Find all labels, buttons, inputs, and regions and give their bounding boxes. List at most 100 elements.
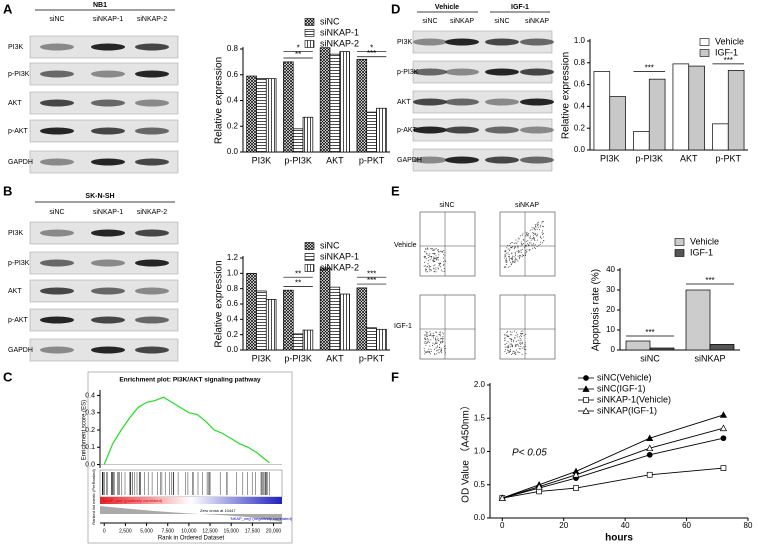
flow-dot — [511, 345, 513, 347]
flow-dot — [508, 345, 509, 347]
bar — [672, 63, 690, 151]
legend-label: IGF-1 — [690, 247, 713, 257]
blot-signal — [413, 98, 447, 106]
y-tick-label: 0.1 — [85, 444, 95, 451]
flow-dot — [511, 263, 513, 265]
flow-dot — [504, 254, 506, 255]
flow-dot — [434, 253, 436, 255]
legend-label: siNC — [320, 16, 340, 26]
flow-dot — [520, 346, 522, 347]
flow-dot — [425, 344, 427, 346]
flow-dot — [438, 347, 440, 348]
flow-dot — [529, 249, 531, 250]
y-tick-label: 20 — [606, 305, 615, 314]
y-tick-label: 1.0 — [574, 36, 586, 45]
x-tick-label: AKT — [680, 153, 698, 163]
flow-dot — [525, 255, 526, 256]
flow-dot — [427, 271, 429, 273]
flow-dot — [539, 243, 541, 245]
x-tick-label: 5,000 — [140, 528, 153, 534]
flow-dot — [519, 332, 521, 334]
blot-signal — [91, 127, 125, 135]
x-tick-label: 0 — [103, 528, 106, 534]
blot-signal — [135, 346, 169, 354]
flow-dot — [427, 247, 429, 249]
legend-label: siNKAP-1 — [320, 27, 359, 37]
row-label: GAPDH — [8, 347, 33, 354]
bar-hatch — [320, 267, 330, 350]
flow-dot — [440, 266, 441, 268]
sig-label: *** — [705, 276, 714, 285]
sig-label: ** — [295, 50, 301, 59]
flow-dot — [437, 267, 439, 269]
legend-label: siNC — [320, 240, 340, 250]
flow-dot — [430, 333, 432, 335]
flow-dot — [536, 235, 538, 237]
flow-dot — [432, 260, 434, 262]
blot-signal — [135, 316, 169, 324]
flow-dot — [535, 234, 537, 236]
flow-dot — [523, 335, 525, 337]
flow-dot — [512, 341, 514, 343]
flow-dot — [429, 253, 431, 255]
flow-dot — [511, 352, 513, 354]
flow-dot — [531, 232, 533, 234]
blot-signal — [520, 156, 554, 164]
flow-dot — [437, 349, 439, 351]
lane-label: siNC — [494, 18, 509, 25]
flow-dot — [442, 264, 444, 266]
flow-dot — [506, 330, 508, 332]
flow-dot — [428, 335, 430, 337]
flow-dot — [516, 250, 518, 252]
flow-dot — [514, 337, 516, 339]
flow-dot — [524, 231, 526, 233]
flow-dot — [543, 226, 544, 228]
y-tick-label: 0.4 — [574, 102, 586, 111]
sig-label: * — [370, 44, 373, 53]
flow-dot — [536, 235, 537, 237]
flow-dot — [507, 252, 509, 254]
flow-dot — [436, 257, 438, 258]
flow-dot — [516, 343, 518, 345]
bar-hatch — [356, 59, 367, 152]
flow-dot — [504, 339, 506, 341]
flow-dot — [444, 345, 446, 347]
flow-dot — [534, 248, 536, 249]
flow-dot — [515, 354, 517, 356]
flow-dot — [444, 252, 446, 253]
flow-dot — [536, 246, 538, 247]
y-tick-label: 0.8 — [227, 44, 239, 53]
neg-label: 'NKAP_neg' (negatively correlated) — [230, 516, 293, 521]
flow-dot — [507, 244, 509, 246]
panel-letter: D — [391, 1, 400, 16]
flow-dot — [426, 333, 428, 335]
flow-dot — [537, 225, 538, 227]
y-tick-label: 40 — [606, 265, 615, 274]
x-axis-label: hours — [605, 533, 633, 544]
row-label: AKT — [8, 100, 22, 107]
flow-plot — [499, 294, 556, 360]
flow-dot — [542, 225, 544, 227]
blot-signal — [135, 229, 169, 237]
flow-dot — [517, 245, 519, 247]
flow-dot — [436, 258, 438, 260]
flow-dot — [506, 259, 508, 261]
flow-dot — [532, 238, 533, 240]
y-tick-label: 0.5 — [474, 480, 486, 489]
flow-dot — [515, 259, 517, 261]
x-tick-label: 80 — [744, 521, 753, 530]
flow-dot — [440, 349, 442, 350]
lane-label: siNKAP-2 — [137, 16, 167, 23]
flow-dot — [444, 270, 446, 272]
flow-dot — [423, 347, 425, 349]
flow-dot — [519, 257, 521, 258]
flow-dot — [527, 244, 529, 246]
legend-swatch — [699, 49, 710, 57]
flow-dot — [506, 247, 508, 249]
flow-dot — [437, 351, 439, 353]
x-tick-label: 60 — [682, 521, 691, 530]
flow-dot — [534, 228, 536, 230]
flow-dot — [541, 232, 543, 234]
flow-dot — [527, 234, 529, 236]
flow-dot — [530, 237, 532, 239]
